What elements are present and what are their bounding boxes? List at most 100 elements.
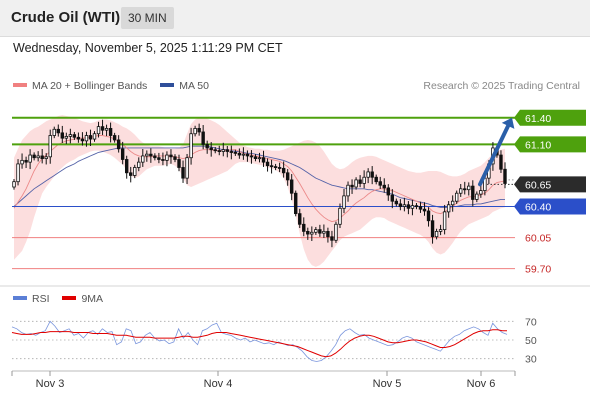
- ma20-swatch: [13, 83, 27, 88]
- candle-body: [285, 172, 290, 181]
- candle-body: [40, 155, 44, 159]
- candle-body: [213, 149, 217, 152]
- candle-body: [338, 207, 342, 225]
- candle-body: [76, 136, 81, 140]
- candle-body: [499, 154, 503, 170]
- candle-body: [322, 230, 326, 234]
- candle-body: [302, 223, 306, 232]
- legend-item-9ma: 9MA: [62, 293, 103, 305]
- candle-body: [277, 167, 282, 169]
- level-label-61.40: 61.40: [525, 113, 551, 125]
- candle-body: [145, 153, 149, 157]
- candle-body: [310, 231, 314, 235]
- candle-body: [149, 153, 153, 157]
- candle-body: [201, 131, 205, 145]
- candle-body: [450, 200, 455, 206]
- candle-body: [36, 155, 40, 159]
- chart-header: Crude Oil (WTI) 30 MIN: [0, 0, 590, 37]
- candle-body: [438, 229, 443, 232]
- candle-body: [205, 143, 209, 149]
- candle-body: [237, 152, 242, 156]
- candle-body: [181, 167, 185, 179]
- candle-body: [265, 161, 270, 167]
- datetime-label: Wednesday, November 5, 2025 1:11:29 PM C…: [13, 41, 283, 55]
- legend-item-ma50: MA 50: [160, 80, 209, 92]
- candle-body: [133, 167, 137, 176]
- candle-body: [358, 179, 362, 184]
- candle-body: [241, 153, 246, 156]
- candle-body: [24, 159, 28, 163]
- candle-body: [88, 135, 93, 140]
- x-tick-label-Nov-5: Nov 5: [373, 378, 402, 390]
- candle-body: [346, 184, 350, 197]
- candle-body: [153, 155, 157, 159]
- legend-item-rsi: RSI: [13, 293, 52, 305]
- candle-body: [177, 159, 181, 168]
- candle-body: [418, 206, 423, 210]
- candle-body: [173, 156, 177, 160]
- candle-body: [378, 181, 382, 186]
- candle-body: [32, 154, 36, 159]
- ma50-swatch: [160, 83, 175, 88]
- candle-body: [374, 176, 378, 183]
- candle-body: [116, 139, 121, 150]
- rsi-9ma-line: [11, 329, 507, 358]
- candle-body: [410, 205, 415, 209]
- candle-body: [446, 204, 451, 213]
- x-tick-label-Nov-6: Nov 6: [467, 378, 496, 390]
- candle-body: [426, 210, 431, 222]
- candle-body: [314, 229, 318, 233]
- candle-body: [100, 126, 105, 131]
- candle-body: [475, 193, 479, 200]
- main-legend: MA 20 + Bollinger Bands MA 50: [13, 80, 209, 92]
- x-tick-label-Nov-3: Nov 3: [36, 378, 65, 390]
- candle-body: [124, 159, 129, 174]
- legend-label-rsi: RSI: [32, 293, 50, 305]
- candle-body: [221, 149, 225, 152]
- rsi-legend: RSI 9MA: [13, 293, 103, 305]
- candle-body: [354, 179, 358, 188]
- candle-body: [269, 165, 274, 168]
- level-label-60.40: 60.40: [525, 202, 551, 214]
- candle-body: [28, 154, 32, 163]
- candle-body: [108, 128, 113, 136]
- candle-body: [257, 157, 262, 160]
- candle-body: [398, 203, 403, 207]
- timeframe-badge[interactable]: 30 MIN: [121, 7, 174, 29]
- credit-label: Research © 2025 Trading Central: [423, 80, 580, 92]
- candle-body: [273, 166, 278, 168]
- candle-body: [281, 167, 286, 174]
- candle-body: [326, 230, 330, 238]
- candle-body: [342, 195, 346, 209]
- candle-body: [233, 151, 238, 154]
- level-tag-60.65: [514, 176, 586, 193]
- rsi-swatch: [13, 296, 27, 301]
- candle-body: [197, 128, 201, 133]
- candle-body: [362, 176, 366, 184]
- candle-body: [479, 190, 483, 195]
- candle-body: [434, 230, 439, 238]
- level-label-60.65: 60.65: [525, 179, 551, 191]
- candle-body: [386, 187, 390, 196]
- candle-body: [442, 211, 447, 231]
- candle-body: [298, 213, 302, 225]
- candle-body: [430, 220, 435, 238]
- level-tag-61.40: [514, 109, 586, 126]
- candle-body: [189, 133, 193, 159]
- level-label-61.10: 61.10: [525, 139, 551, 151]
- candle-body: [12, 181, 16, 188]
- candle-body: [68, 134, 73, 137]
- candle-body: [137, 161, 141, 168]
- candle-body: [129, 172, 133, 176]
- candle-body: [471, 185, 475, 200]
- candle-body: [185, 157, 189, 179]
- level-tag-60.40: [514, 198, 586, 215]
- instrument-title: Crude Oil (WTI): [11, 9, 121, 26]
- legend-label-ma20: MA 20 + Bollinger Bands: [32, 80, 148, 92]
- candle-body: [459, 188, 463, 194]
- candle-body: [318, 229, 322, 234]
- candle-body: [20, 159, 24, 165]
- projection-arrow-shaft: [478, 123, 511, 187]
- candle-body: [330, 236, 334, 241]
